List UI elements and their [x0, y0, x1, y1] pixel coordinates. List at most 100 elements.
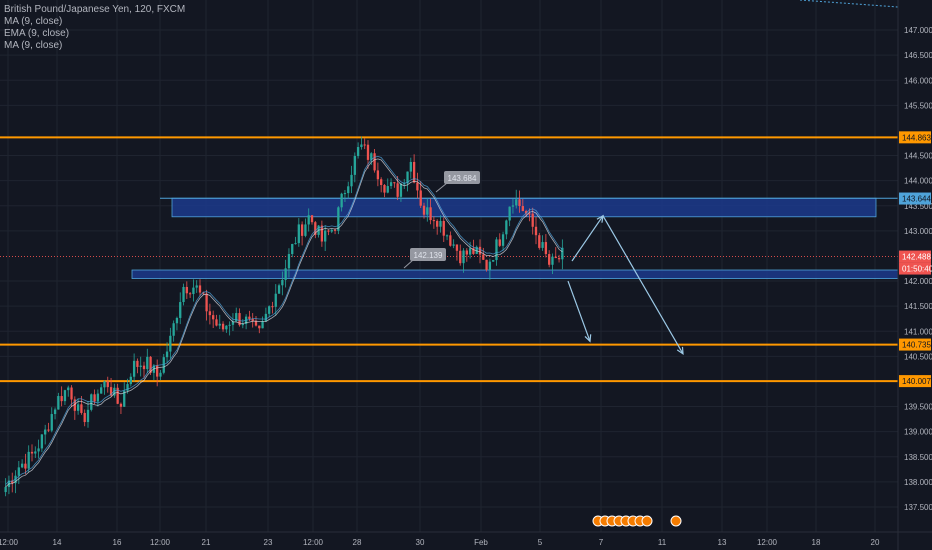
candle-body — [100, 387, 103, 394]
candle-body — [188, 293, 192, 295]
candle-body — [294, 243, 297, 245]
projection-arrow[interactable] — [567, 280, 591, 342]
candle-body — [271, 306, 274, 308]
candle-body — [327, 230, 330, 232]
candle-body — [521, 206, 524, 212]
level-price-tag: 140.007 — [902, 377, 931, 386]
candle-body — [363, 144, 366, 146]
level-price-tag-bg[interactable] — [899, 338, 931, 351]
legend-title[interactable]: British Pound/Japanese Yen, 120, FXCM — [4, 4, 186, 15]
candle-body — [551, 256, 554, 265]
candle-body — [175, 317, 179, 324]
candle-body — [123, 390, 126, 407]
candle-body — [508, 206, 511, 221]
candle-body — [57, 396, 60, 410]
time-tick-label: 12:00 — [0, 538, 19, 547]
candle-body — [149, 356, 152, 373]
price-tick-label: 140.500 — [904, 352, 932, 361]
candle-body — [416, 182, 419, 191]
projection-arrows[interactable] — [567, 0, 899, 356]
candle-body — [396, 183, 399, 197]
candle-body — [541, 242, 544, 248]
candle-body — [373, 153, 376, 171]
zone-price-tag-bg[interactable] — [899, 192, 931, 205]
candle-body — [366, 144, 370, 160]
projection-arrow[interactable] — [571, 215, 604, 262]
candle-body — [356, 147, 360, 157]
candle-body — [304, 224, 307, 236]
candle-body — [403, 183, 406, 185]
candle-body — [156, 365, 159, 377]
candle-body — [449, 235, 452, 246]
candle-body — [235, 313, 238, 322]
candle-body — [310, 215, 314, 223]
candle-body — [383, 185, 386, 193]
candle-body — [531, 213, 534, 227]
level-price-tag-bg[interactable] — [899, 375, 931, 388]
candle-body — [274, 293, 277, 307]
countdown-bg[interactable] — [899, 262, 931, 275]
price-tick-label: 146.500 — [904, 51, 932, 60]
candle-body — [442, 220, 445, 236]
candle-body — [300, 224, 304, 236]
candle-body — [337, 207, 340, 231]
candle-body — [172, 323, 175, 336]
candle-body — [208, 311, 212, 316]
candle-body — [386, 186, 389, 193]
candle-body — [264, 313, 268, 322]
candle-body — [17, 467, 20, 476]
candle-body — [50, 414, 53, 431]
legend-indicator-ma[interactable]: MA (9, close) — [4, 16, 63, 27]
time-tick-label: 12:00 — [757, 538, 778, 547]
zone-price-tag: 143.644 — [902, 195, 931, 204]
legend-indicator-ema[interactable]: EMA (9, close) — [4, 28, 70, 39]
horizontal-levels[interactable] — [0, 136, 898, 383]
candle-body — [53, 409, 57, 415]
candle-body — [202, 292, 205, 294]
time-tick-label: 30 — [416, 538, 425, 547]
candle-body — [485, 259, 488, 270]
candle-body — [399, 183, 403, 197]
time-tick-label: 14 — [53, 538, 62, 547]
level-price-tag-bg[interactable] — [899, 131, 931, 144]
candle-body — [4, 487, 7, 493]
event-marker-icon[interactable] — [641, 515, 653, 527]
projection-arrow[interactable] — [602, 215, 684, 355]
time-axis[interactable]: 12:00 14 16 12:00 21 23 12:00 28 30 Feb 5 7 11 13 12:0… — [0, 531, 932, 547]
price-callouts[interactable]: 143.684 142.139 — [403, 171, 480, 269]
callout-pointer — [435, 182, 448, 193]
current-price-tag-bg[interactable] — [899, 250, 931, 263]
zone-rect — [171, 197, 877, 218]
candle-body — [561, 247, 564, 260]
candle-body — [93, 394, 96, 402]
ema-line — [5, 155, 563, 485]
candle-body — [475, 246, 478, 254]
candle-body — [103, 381, 106, 388]
trend-line-dotted[interactable] — [799, 0, 899, 8]
price-tick-label: 144.500 — [904, 152, 932, 161]
projection-arrow-head — [676, 346, 684, 356]
event-marker-icon[interactable] — [670, 515, 682, 527]
candle-body — [268, 306, 271, 314]
candle-body — [452, 244, 455, 246]
candle-body — [307, 215, 310, 225]
callout-box[interactable] — [444, 171, 480, 184]
time-tick-label: 16 — [113, 538, 122, 547]
callout-label: 143.684 — [448, 174, 477, 183]
time-tick-label: 12:00 — [150, 538, 171, 547]
price-tick-label: 138.000 — [904, 478, 932, 487]
candles — [4, 136, 564, 497]
price-axis[interactable]: 137.500 138.000 138.500 139.000 139.500 140.5… — [897, 0, 932, 550]
time-tick-label: 13 — [718, 538, 727, 547]
candle-body — [146, 356, 149, 370]
candle-body — [218, 323, 221, 326]
candle-body — [261, 321, 264, 329]
candle-body — [195, 285, 198, 288]
legend-indicator-ma-2[interactable]: MA (9, close) — [4, 40, 63, 51]
candle-body — [106, 381, 109, 388]
callout-box[interactable] — [410, 248, 446, 261]
event-icons[interactable] — [592, 515, 682, 527]
candle-body — [192, 287, 195, 295]
candle-body — [126, 384, 129, 391]
